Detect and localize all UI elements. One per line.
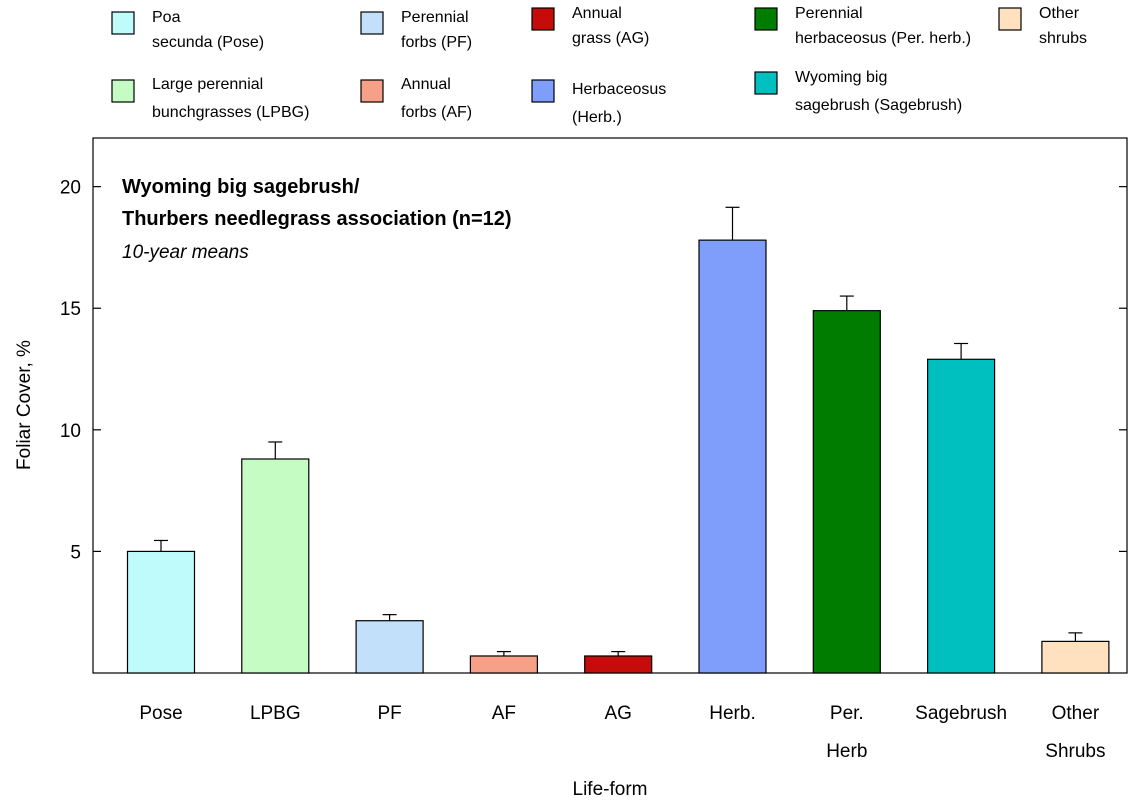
bar [355, 620, 424, 674]
legend-label: Annual [401, 76, 451, 93]
x-tick-label: Herb. [709, 703, 755, 724]
x-tick-label: Herb [826, 741, 867, 762]
legend-label: bunchgrasses (LPBG) [152, 104, 309, 121]
legend-item: Annual grass (AG) [531, 5, 649, 47]
legend-item: Annual forbs (AF) [360, 76, 472, 121]
legend-label: Large perennial [152, 76, 263, 93]
legend-label: secunda (Pose) [152, 34, 264, 51]
x-tick-label: Pose [139, 703, 182, 724]
x-tick-label: Other [1052, 703, 1100, 724]
bar [926, 358, 996, 674]
legend-label: (Herb.) [572, 109, 622, 126]
legend-item: Perennial herbaceosus (Per. herb.) [754, 5, 971, 47]
legend-label: forbs (AF) [401, 104, 472, 121]
legend-label: sagebrush (Sagebrush) [795, 97, 962, 114]
legend: Poa secunda (Pose) Perennial forbs (PF) Annu… [111, 5, 1087, 126]
legend-label: forbs (PF) [401, 34, 472, 51]
x-tick-label: PF [377, 703, 401, 724]
legend-label: Annual [572, 5, 622, 22]
x-tick-label: Per. [830, 703, 864, 724]
bar [241, 458, 310, 674]
x-tick-label: LPBG [250, 703, 301, 724]
x-tick-label: AG [604, 703, 631, 724]
y-tick-label: 5 [70, 542, 81, 563]
legend-swatch [531, 7, 555, 31]
annotation-title-line-1: Wyoming big sagebrush/ [122, 176, 360, 198]
legend-item: Wyoming big sagebrush (Sagebrush) [754, 69, 962, 114]
y-tick-label: 20 [60, 178, 81, 199]
x-tick-label: Shrubs [1045, 741, 1105, 762]
y-tick-label: 10 [60, 421, 81, 442]
bars [126, 206, 1110, 674]
bar [126, 550, 196, 674]
bar [469, 655, 538, 674]
annotation-title-line-2: Thurbers needlegrass association (n=12) [122, 208, 512, 230]
legend-label: Other [1039, 5, 1080, 22]
legend-item: Other shrubs [998, 5, 1087, 47]
bar [698, 239, 767, 674]
x-tick-label: Sagebrush [915, 703, 1007, 724]
x-axis-title: Life-form [573, 779, 648, 800]
annotation-subtitle: 10-year means [122, 242, 249, 263]
legend-item: Perennial forbs (PF) [360, 9, 472, 51]
x-tick-label: AF [492, 703, 516, 724]
legend-item: Large perennial bunchgrasses (LPBG) [111, 76, 309, 121]
y-axis: 5 10 15 20 [60, 178, 1127, 563]
legend-swatch [998, 7, 1022, 31]
legend-swatch [531, 79, 555, 103]
legend-label: Wyoming big [795, 69, 887, 86]
legend-item: Poa secunda (Pose) [111, 9, 264, 51]
legend-item: Herbaceosus (Herb.) [531, 79, 666, 126]
legend-swatch [111, 79, 135, 103]
legend-label: shrubs [1039, 30, 1087, 47]
legend-swatch [111, 11, 135, 35]
bar [584, 655, 653, 674]
legend-label: Perennial [795, 5, 863, 22]
legend-label: Herbaceosus [572, 81, 666, 98]
legend-swatch [360, 11, 384, 35]
y-tick-label: 15 [60, 299, 81, 320]
x-axis: Pose LPBG PF AF AG Herb. Per. Herb Sagebrush Othe… [139, 703, 1105, 762]
legend-swatch [360, 79, 384, 103]
legend-swatch [754, 7, 778, 31]
legend-label: grass (AG) [572, 30, 649, 47]
bar [1041, 640, 1110, 674]
y-axis-title: Foliar Cover, % [14, 340, 35, 470]
legend-label: Poa [152, 9, 181, 26]
legend-label: herbaceosus (Per. herb.) [795, 30, 971, 47]
legend-swatch [754, 71, 778, 95]
bar [812, 310, 881, 674]
legend-label: Perennial [401, 9, 469, 26]
